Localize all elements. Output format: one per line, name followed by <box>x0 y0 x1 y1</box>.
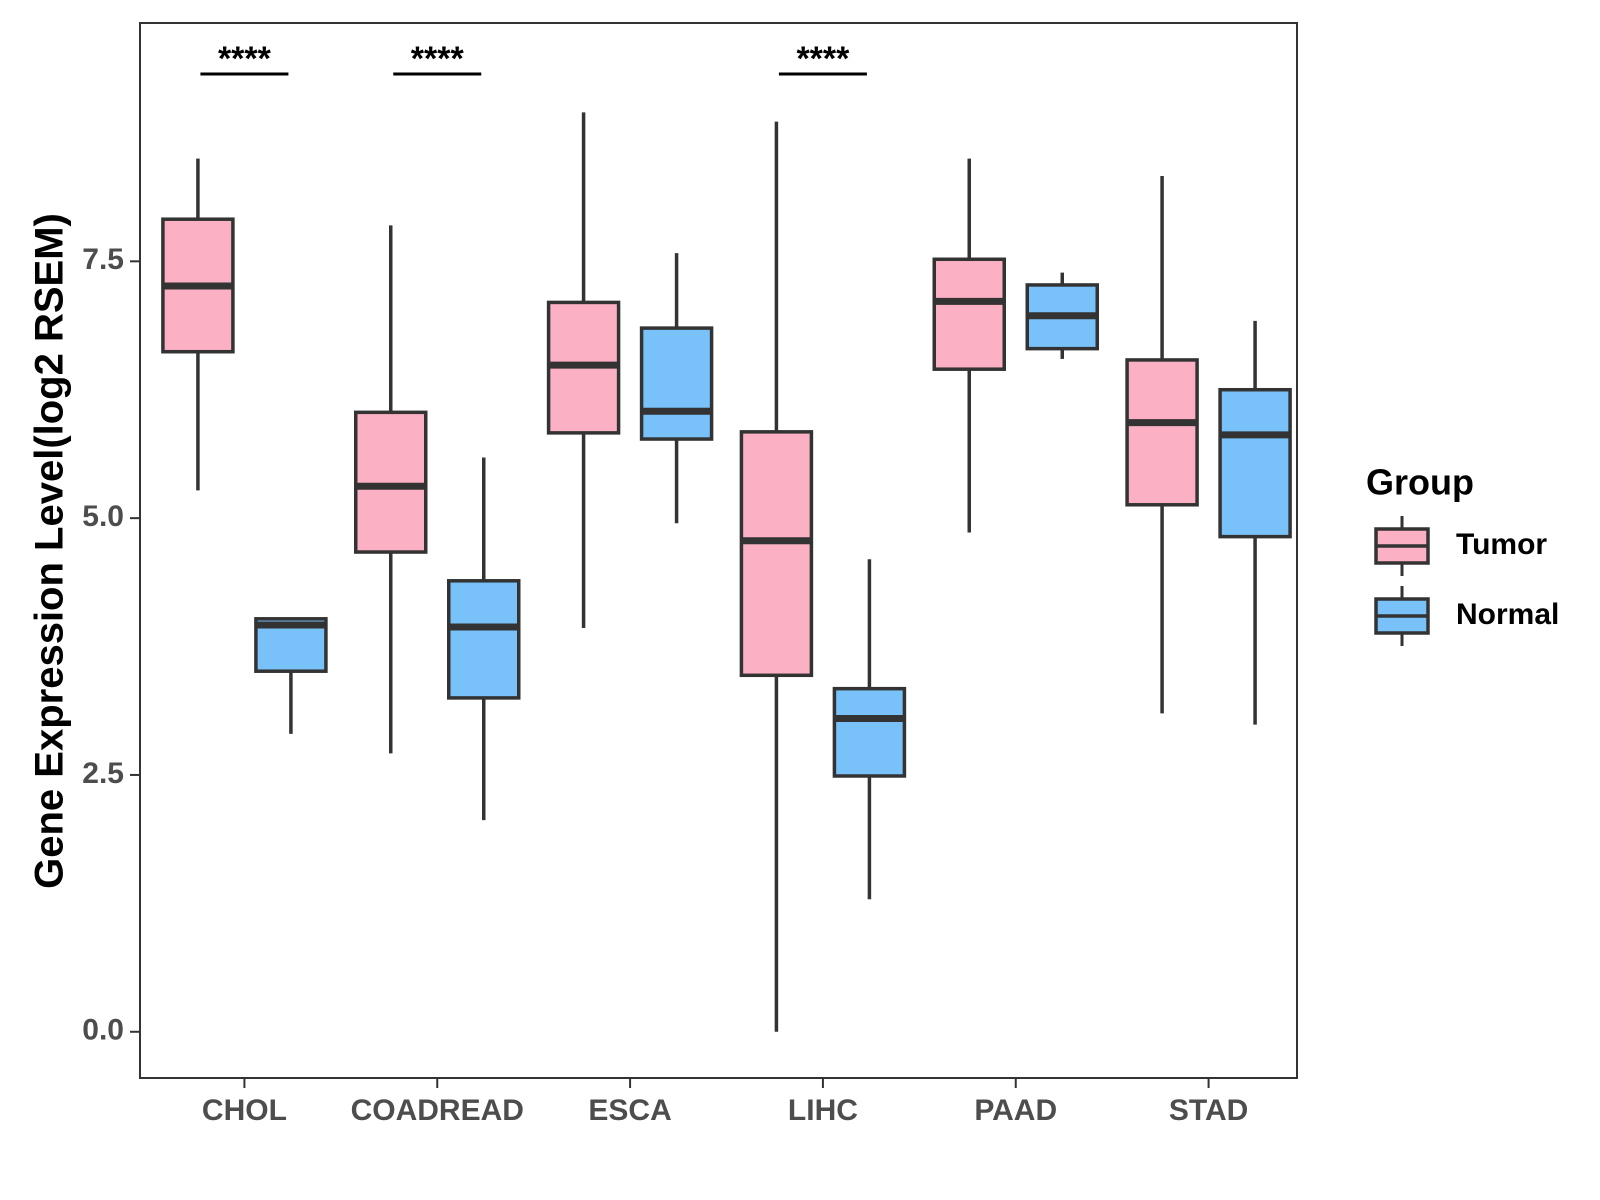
significance-lihc: **** <box>778 40 867 78</box>
box-tumor-chol <box>161 158 235 491</box>
y-axis-title: Gene Expression Level(log2 RSEM) <box>28 213 72 889</box>
y-axis: 0.0 2.5 5.0 7.5 <box>82 243 140 1047</box>
significance-label: **** <box>218 40 272 78</box>
legend: Group Tumor Normal <box>1366 462 1559 646</box>
x-tick-label: CHOL <box>202 1094 287 1127</box>
box-tumor-lihc <box>739 121 814 1032</box>
significance-label: **** <box>411 40 465 78</box>
box-normal-stad <box>1218 320 1292 725</box>
box-tumor-paad <box>932 158 1006 533</box>
box-normal-paad <box>1025 272 1099 359</box>
x-tick-label: STAD <box>1169 1094 1248 1127</box>
box-tumor-stad <box>1125 176 1199 714</box>
x-tick-label: ESCA <box>588 1094 671 1127</box>
significance-layer: **** **** **** <box>200 40 867 78</box>
x-tick-label: COADREAD <box>351 1094 524 1127</box>
box-body <box>832 686 907 778</box>
legend-item-tumor: Tumor <box>1374 516 1547 576</box>
box-normal-lihc <box>832 559 907 900</box>
legend-title: Group <box>1366 462 1474 503</box>
box-body <box>639 326 714 441</box>
box-normal-esca <box>639 253 714 524</box>
box-normal-coadread <box>447 457 521 821</box>
legend-label: Normal <box>1456 598 1559 631</box>
box-layer <box>161 112 1292 1032</box>
significance-label: **** <box>796 40 850 78</box>
box-body <box>354 410 428 554</box>
significance-chol: **** <box>200 40 289 78</box>
x-axis: CHOL COADREAD ESCA LIHC PAAD STAD <box>202 1078 1248 1127</box>
x-tick-label: LIHC <box>788 1094 858 1127</box>
box-tumor-esca <box>546 112 621 629</box>
legend-label: Tumor <box>1456 528 1547 561</box>
legend-item-normal: Normal <box>1374 586 1559 646</box>
box-normal-chol <box>254 617 328 734</box>
box-tumor-coadread <box>354 225 428 754</box>
box-body <box>1218 387 1292 539</box>
box-body <box>739 430 814 678</box>
x-tick-label: PAAD <box>974 1094 1057 1127</box>
significance-coadread: **** <box>393 40 482 78</box>
box-body <box>1125 358 1199 507</box>
y-tick-label: 0.0 <box>82 1014 124 1047</box>
y-tick-label: 5.0 <box>82 500 124 533</box>
y-tick-label: 7.5 <box>82 243 124 276</box>
panel-border <box>139 22 1298 1079</box>
y-tick-label: 2.5 <box>82 757 124 790</box>
box-body <box>932 257 1006 371</box>
box-body <box>447 579 521 700</box>
